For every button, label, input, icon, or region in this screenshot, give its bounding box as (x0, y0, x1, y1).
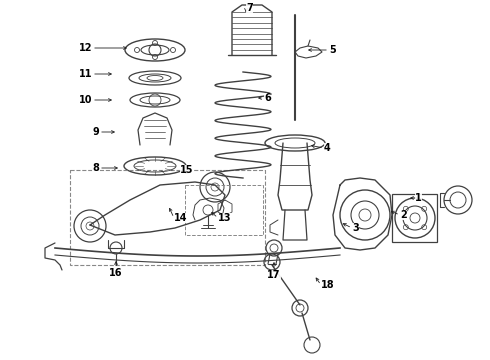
Bar (70, 170, 265, 265)
Text: 1: 1 (415, 193, 422, 203)
Text: 18: 18 (321, 280, 335, 290)
Text: 17: 17 (267, 270, 281, 280)
Text: 4: 4 (324, 143, 331, 153)
Text: 13: 13 (218, 213, 231, 223)
Text: 15: 15 (180, 165, 194, 175)
Text: 3: 3 (352, 223, 359, 233)
Text: 10: 10 (78, 95, 92, 105)
Text: 7: 7 (246, 3, 253, 13)
Text: 2: 2 (400, 210, 407, 220)
Text: 8: 8 (92, 163, 99, 173)
Text: 11: 11 (78, 69, 92, 79)
Text: 14: 14 (174, 213, 188, 223)
Bar (392, 194, 437, 242)
Text: 12: 12 (78, 43, 92, 53)
Text: 6: 6 (264, 93, 271, 103)
Bar (185, 185, 263, 235)
Text: 9: 9 (92, 127, 99, 137)
Text: 16: 16 (109, 268, 123, 278)
Text: 5: 5 (329, 45, 336, 55)
